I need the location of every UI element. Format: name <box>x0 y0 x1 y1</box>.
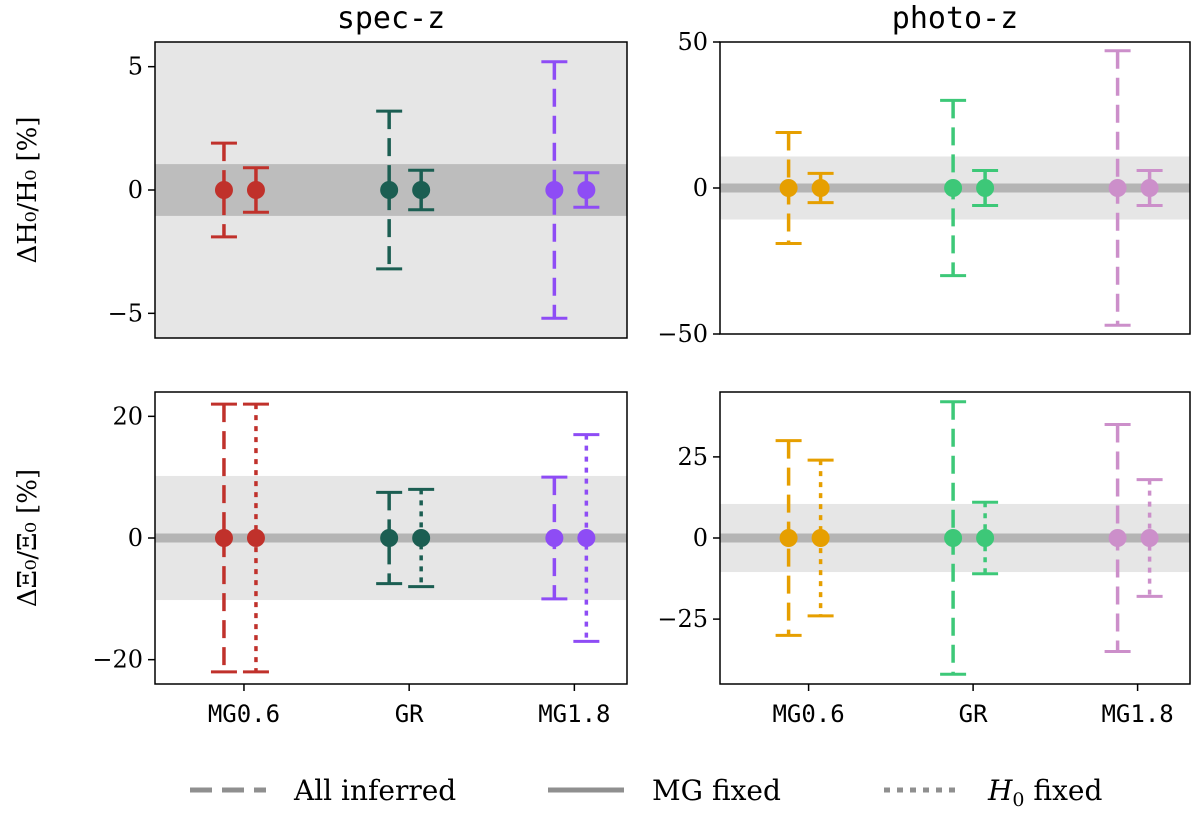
y-tick-label: −5 <box>108 299 143 327</box>
data-point <box>976 529 995 547</box>
data-point <box>214 529 233 547</box>
data-point <box>1108 179 1127 197</box>
y-axis-label: ΔH₀/H₀ [%] <box>13 117 43 264</box>
errorbar-MG1.8-solid <box>573 171 600 209</box>
legend-label: All inferred <box>293 774 456 807</box>
errorbar-GR-dashed <box>376 490 403 586</box>
errorbar-GR-dashed <box>940 98 967 278</box>
y-tick-label: 20 <box>112 402 143 430</box>
y-tick-label: 50 <box>677 28 708 56</box>
data-point <box>214 181 233 199</box>
data-point <box>779 529 798 547</box>
data-point <box>412 181 431 199</box>
data-point <box>246 181 265 199</box>
data-point <box>577 181 596 199</box>
x-tick-label: GR <box>395 700 424 728</box>
errorbar-GR-dotted <box>408 487 435 589</box>
errorbar-MG0.6-dashed <box>775 439 802 637</box>
panel-title: spec-z <box>337 1 445 36</box>
data-point <box>779 179 798 197</box>
y-tick-label: 5 <box>128 53 143 81</box>
y-tick-label: −25 <box>657 605 708 633</box>
errorbar-GR-solid <box>972 168 999 208</box>
data-point <box>976 179 995 197</box>
data-point <box>412 529 431 547</box>
errorbar-GR-dashed <box>940 400 967 676</box>
x-tick-label: MG0.6 <box>772 700 844 728</box>
y-tick-label: 0 <box>693 524 708 552</box>
legend-label: H0 fixed <box>987 774 1102 811</box>
panel-4: 25 0 −25 MG0.6 GR MG1.8 <box>657 391 1191 728</box>
data-point <box>380 181 399 199</box>
y-tick-label: 0 <box>128 524 143 552</box>
y-axis-label: ΔΞ₀/Ξ₀ [%] <box>13 469 43 607</box>
data-point <box>1140 179 1159 197</box>
data-point <box>1140 529 1159 547</box>
legend-entry-dashed: All inferred <box>190 774 456 807</box>
legend-entry-solid: MG fixed <box>548 774 781 807</box>
data-point <box>944 529 963 547</box>
data-point <box>545 529 564 547</box>
x-tick-label: MG1.8 <box>538 700 610 728</box>
errorbar-MG1.8-dashed <box>1104 422 1131 654</box>
legend-entry-dotted: H0 fixed <box>884 774 1102 811</box>
data-point <box>811 529 830 547</box>
errorbar-MG1.8-dotted <box>573 433 600 643</box>
y-tick-label: 0 <box>128 176 143 204</box>
data-point <box>1108 529 1127 547</box>
y-tick-label: 0 <box>693 174 708 202</box>
y-tick-label: −20 <box>92 646 143 674</box>
errorbar-MG1.8-solid <box>1136 168 1163 208</box>
errorbar-MG0.6-dashed <box>210 141 237 239</box>
y-tick-label: −50 <box>657 320 708 348</box>
legend-label: MG fixed <box>652 774 781 807</box>
errorbar-MG1.8-dashed <box>541 60 568 320</box>
data-point <box>380 529 399 547</box>
errorbar-MG1.8-dashed <box>541 475 568 601</box>
x-tick-label: GR <box>959 700 988 728</box>
x-tick-label: MG0.6 <box>208 700 280 728</box>
errorbar-MG0.6-dashed <box>210 402 237 674</box>
panel-2: 50 0 −50 photo-z <box>657 1 1191 348</box>
data-point <box>944 179 963 197</box>
errorbar-GR-dotted <box>972 500 999 576</box>
legend: All inferred MG fixed H0 fixed <box>190 774 1102 811</box>
data-point <box>545 181 564 199</box>
errorbar-MG1.8-dashed <box>1104 49 1131 327</box>
errorbar-MG0.6-solid <box>807 171 834 205</box>
errorbar-MG0.6-dotted <box>242 402 269 674</box>
errorbar-GR-solid <box>408 168 435 212</box>
x-tick-label: MG1.8 <box>1101 700 1173 728</box>
errorbar-MG0.6-solid <box>242 166 269 214</box>
data-point <box>577 529 596 547</box>
errorbar-GR-dashed <box>376 109 403 271</box>
errorbar-MG0.6-dotted <box>807 458 834 618</box>
panel-3: 20 0 −20 MG0.6 GR MG1.8 ΔΞ₀/Ξ₀ [%] <box>13 391 628 728</box>
errorbar-MG0.6-dashed <box>775 131 802 245</box>
panel-title: photo-z <box>892 1 1018 36</box>
panel-1: 5 0 −5 spec-z ΔH₀/H₀ [%] <box>13 1 628 339</box>
data-point <box>246 529 265 547</box>
errorbar-MG1.8-dotted <box>1136 478 1163 598</box>
data-point <box>811 179 830 197</box>
y-tick-label: 25 <box>677 443 708 471</box>
